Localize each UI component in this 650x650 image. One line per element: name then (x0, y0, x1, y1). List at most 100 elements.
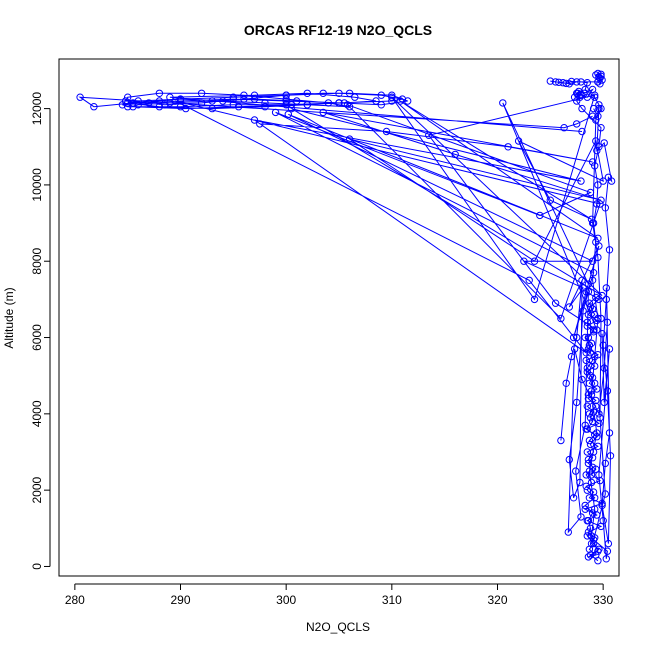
series-line (560, 108, 613, 559)
data-point (586, 551, 595, 559)
data-point (388, 93, 396, 101)
data-point (129, 99, 137, 107)
data-point (562, 379, 570, 387)
data-point (345, 135, 354, 143)
data-point (319, 89, 327, 98)
data-point (208, 97, 216, 105)
data-point (581, 505, 589, 513)
data-point (594, 547, 602, 555)
x-axis: 280 290 300 310 320 330 (65, 583, 613, 607)
data-point (586, 440, 595, 449)
data-point (577, 90, 585, 98)
x-tick-label: 290 (170, 593, 190, 607)
x-tick-label: 330 (593, 593, 613, 607)
data-point (582, 349, 590, 357)
data-point (121, 97, 130, 105)
data-point (555, 78, 563, 87)
data-point (595, 101, 603, 109)
y-tick-label: 4000 (30, 400, 44, 427)
data-point (593, 433, 601, 441)
data-point (585, 436, 594, 445)
data-point (579, 307, 587, 315)
data-point (335, 99, 343, 107)
data-point (573, 89, 581, 98)
data-point (592, 402, 600, 410)
data-point (591, 91, 599, 99)
data-point (271, 108, 280, 117)
data-point (591, 379, 599, 387)
data-point (551, 78, 560, 86)
data-point (591, 431, 599, 439)
data-point (578, 375, 586, 384)
data-point (598, 291, 606, 300)
data-point (129, 103, 137, 111)
data-point (377, 101, 385, 109)
data-point (293, 97, 301, 105)
data-point (124, 99, 132, 107)
data-point (351, 93, 359, 101)
data-point (583, 364, 591, 372)
data-point (234, 103, 243, 111)
data-series (546, 69, 606, 120)
chart-title: ORCAS RF12-19 N2O_QCLS (244, 22, 432, 38)
data-point (593, 146, 601, 155)
data-point (591, 494, 599, 502)
x-tick-label: 320 (487, 593, 507, 607)
data-point (598, 501, 606, 510)
data-point (564, 528, 572, 536)
data-point (607, 177, 616, 185)
data-point (583, 532, 591, 540)
data-point (594, 181, 602, 189)
data-point (593, 326, 601, 334)
data-point (583, 402, 591, 410)
data-point (565, 455, 573, 464)
data-point (530, 257, 539, 265)
data-point (606, 452, 615, 460)
data-point (592, 551, 600, 559)
y-tick-label: 8000 (30, 248, 44, 275)
data-point (599, 341, 607, 349)
data-point (287, 104, 296, 113)
data-point (208, 104, 216, 113)
data-point (591, 505, 599, 513)
data-point (588, 257, 597, 265)
data-point (182, 104, 190, 113)
y-tick-label: 6000 (30, 324, 44, 351)
data-point (319, 108, 327, 117)
data-point (282, 97, 290, 105)
data-point (596, 200, 604, 208)
data-point (600, 364, 608, 372)
data-point (451, 150, 459, 159)
data-point (134, 97, 142, 105)
data-point (573, 120, 581, 128)
plot-area (76, 69, 616, 565)
y-tick-label: 0 (30, 563, 44, 570)
data-point (166, 93, 174, 101)
data-point (592, 116, 600, 124)
data-point (576, 478, 584, 487)
x-tick-label: 310 (382, 593, 402, 607)
data-point (588, 509, 597, 517)
data-point (581, 85, 589, 94)
y-tick-label: 12000 (30, 92, 44, 126)
data-point (514, 137, 523, 145)
data-point (587, 339, 596, 347)
data-point (197, 99, 206, 107)
data-series (171, 91, 607, 357)
plot-frame (58, 58, 620, 577)
data-point (605, 429, 614, 437)
data-point (282, 91, 290, 99)
data-point (559, 79, 567, 87)
data-point (577, 177, 585, 185)
data-point (578, 104, 586, 113)
data-point (573, 333, 581, 342)
data-point (588, 454, 597, 462)
data-point (166, 99, 174, 107)
data-point (583, 486, 591, 494)
data-point (597, 314, 605, 323)
data-point (593, 429, 601, 437)
data-point (581, 501, 589, 510)
data-point (567, 77, 576, 86)
data-point (171, 97, 179, 105)
